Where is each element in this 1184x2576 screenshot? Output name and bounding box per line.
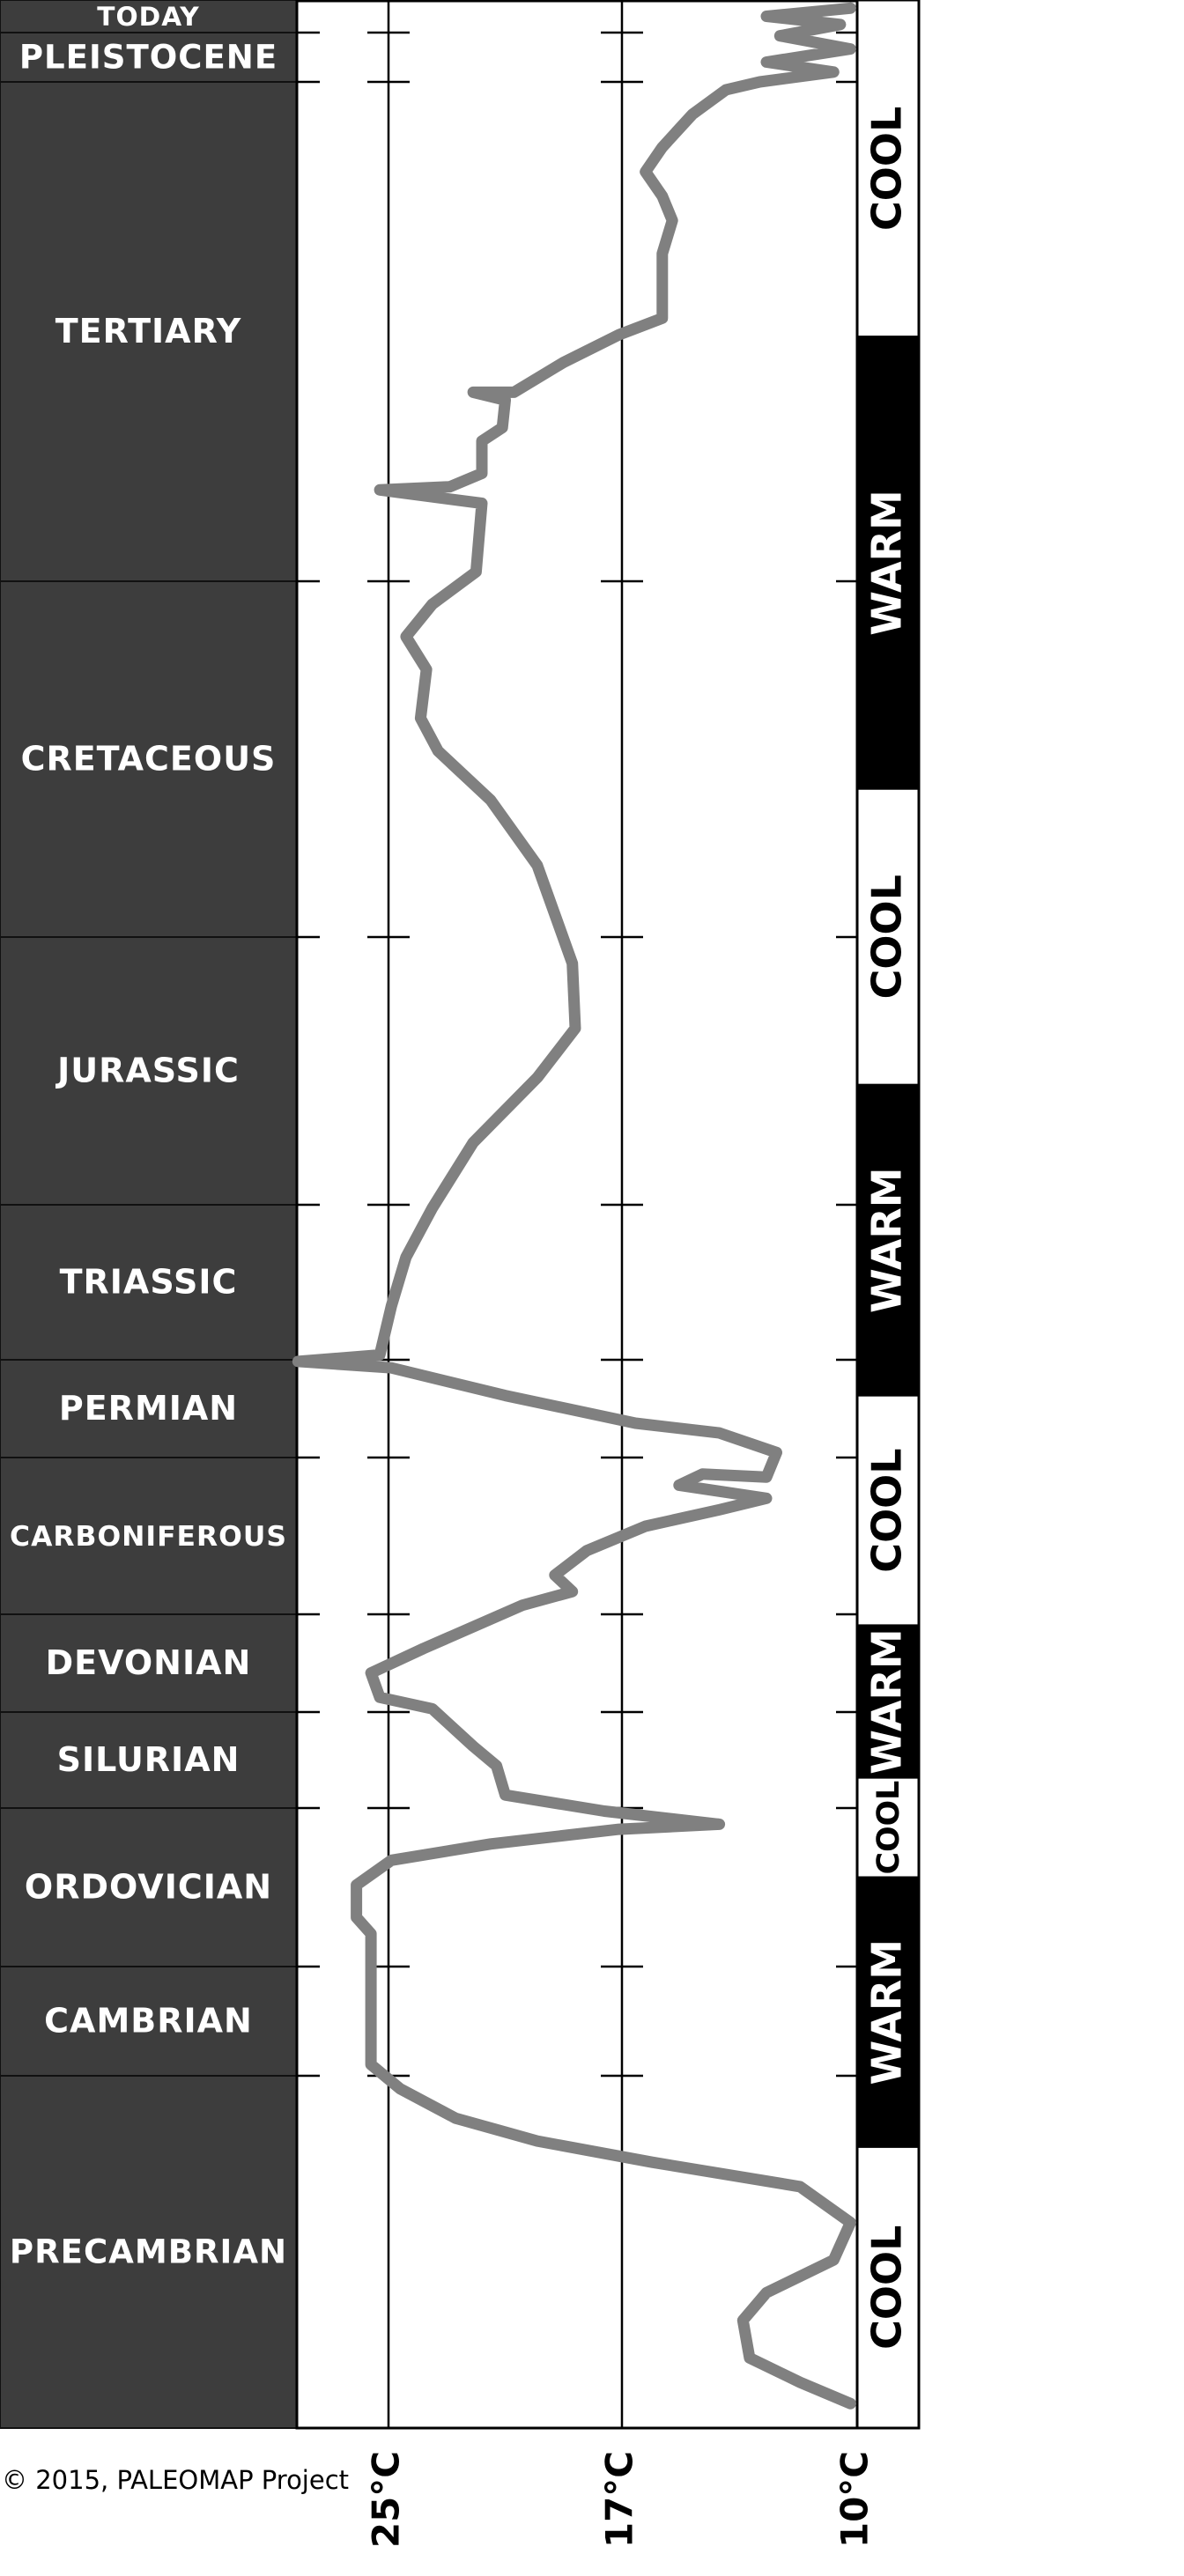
climate-label: WARM	[863, 1167, 911, 1312]
climate-band	[855, 0, 921, 339]
climate-band	[855, 1393, 921, 1628]
period-label: TODAY	[97, 2, 199, 32]
climate-label: COOL	[871, 1781, 906, 1875]
climate-label: COOL	[863, 1448, 911, 1572]
period-band	[0, 1807, 298, 1967]
temp-tick-label: 25°C	[365, 2451, 408, 2548]
plot-frame	[295, 0, 859, 2430]
period-label: JURASSIC	[55, 1052, 240, 1090]
climate-band	[855, 1624, 921, 1779]
period-label: CAMBRIAN	[44, 2002, 253, 2041]
period-label: CRETACEOUS	[21, 740, 277, 779]
period-label: PERMIAN	[59, 1389, 238, 1428]
climate-label: WARM	[863, 1939, 911, 2085]
period-label: DEVONIAN	[46, 1643, 252, 1682]
period-band	[0, 1359, 298, 1458]
period-label: SILURIAN	[57, 1740, 240, 1779]
period-label: PRECAMBRIAN	[10, 2233, 287, 2271]
credit: © 2015, PALEOMAP Project	[2, 2465, 349, 2495]
climate-label: COOL	[863, 2225, 911, 2350]
period-band	[0, 2075, 298, 2429]
climate-label: COOL	[863, 107, 911, 231]
period-band	[0, 580, 298, 938]
temperature-curve	[292, 2, 856, 2410]
period-label: PLEISTOCENE	[19, 39, 278, 77]
climate-label: WARM	[863, 490, 911, 635]
temp-tick-label: 17°C	[598, 2451, 641, 2548]
climate-band	[855, 1876, 921, 2148]
period-band	[0, 1457, 298, 1615]
climate-label: COOL	[863, 875, 911, 999]
period-label: CARBONIFEROUS	[10, 1521, 287, 1553]
period-band	[0, 32, 298, 83]
period-band	[0, 81, 298, 582]
period-label: TRIASSIC	[60, 1263, 238, 1302]
climate-label: WARM	[863, 1628, 911, 1774]
period-label: TERTIARY	[56, 312, 242, 351]
climate-band	[855, 2144, 921, 2430]
period-label: ORDOVICIAN	[25, 1868, 272, 1907]
temp-tick-label: 10°C	[833, 2451, 877, 2548]
period-band	[0, 936, 298, 1206]
